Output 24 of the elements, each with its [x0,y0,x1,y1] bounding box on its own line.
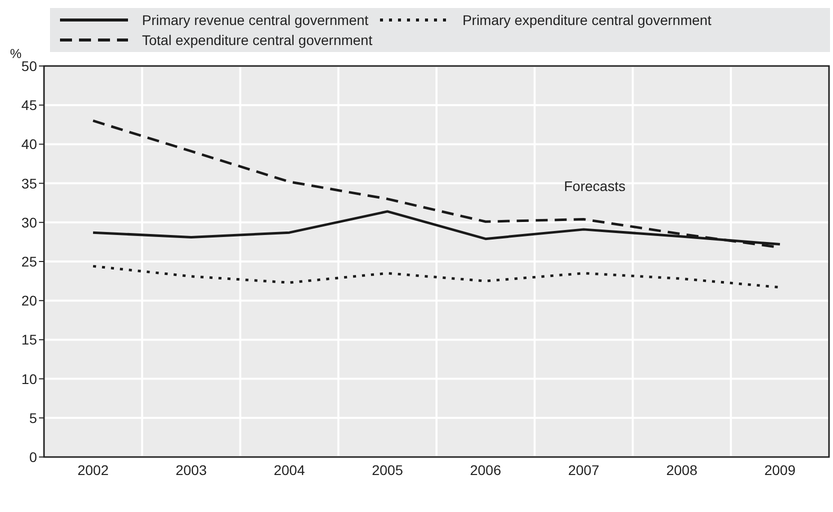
legend-label: Primary revenue central government [142,12,368,28]
y-tick-label: 40 [21,136,38,152]
y-tick-label: 10 [21,370,38,387]
y-tick-label: 5 [29,410,38,426]
y-tick-label: 25 [21,253,38,270]
x-tick-label: 2002 [77,462,109,478]
y-tick-label: 0 [29,448,38,465]
x-tick-label: 2009 [764,462,796,478]
x-tick-label: 2006 [470,462,502,478]
x-tick-label: 2008 [666,462,698,478]
y-tick-label: 35 [21,175,38,192]
annotation: Forecasts [564,178,626,194]
x-tick-label: 2003 [176,462,207,478]
y-tick-label: 50 [21,58,38,74]
legend-label: Total expenditure central government [142,32,372,48]
y-tick-label: 20 [21,292,38,309]
legend-label: Primary expenditure central government [462,12,712,28]
y-tick-label: 15 [21,332,38,348]
x-tick-label: 2004 [274,462,306,478]
x-tick-label: 2005 [372,462,404,478]
y-tick-label: 45 [21,97,38,114]
y-tick-label: 30 [21,214,38,230]
x-tick-label: 2007 [568,462,600,478]
y-axis-title: % [10,46,22,61]
